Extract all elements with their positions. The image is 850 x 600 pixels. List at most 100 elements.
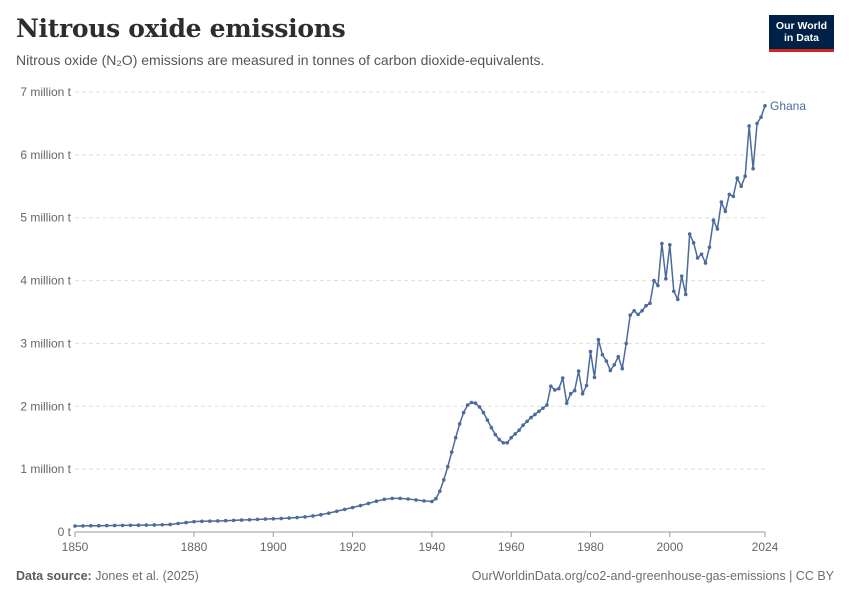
data-point[interactable]	[576, 369, 581, 373]
data-point[interactable]	[580, 391, 585, 396]
data-point[interactable]	[636, 312, 640, 317]
data-point[interactable]	[144, 523, 149, 527]
data-point[interactable]	[279, 516, 284, 521]
data-point[interactable]	[735, 176, 740, 180]
data-point[interactable]	[303, 515, 307, 519]
data-point[interactable]	[152, 523, 157, 527]
data-source-text[interactable]: Jones et al. (2025)	[95, 569, 199, 583]
data-point[interactable]	[398, 496, 402, 501]
data-point[interactable]	[112, 523, 117, 528]
data-point[interactable]	[89, 523, 93, 528]
data-point[interactable]	[664, 276, 668, 281]
data-point[interactable]	[549, 384, 553, 388]
data-point[interactable]	[263, 517, 268, 521]
data-point[interactable]	[739, 184, 744, 189]
data-point[interactable]	[620, 366, 625, 371]
data-point[interactable]	[660, 241, 664, 246]
data-point[interactable]	[612, 363, 617, 367]
data-point[interactable]	[319, 512, 323, 517]
data-point[interactable]	[192, 519, 196, 524]
data-point[interactable]	[533, 412, 537, 417]
data-point[interactable]	[755, 121, 759, 126]
data-point[interactable]	[699, 252, 704, 256]
data-point[interactable]	[731, 194, 736, 199]
data-point[interactable]	[406, 497, 410, 501]
data-point[interactable]	[255, 517, 260, 522]
data-point[interactable]	[572, 388, 577, 393]
data-point[interactable]	[648, 301, 652, 306]
data-point[interactable]	[525, 419, 529, 424]
data-point[interactable]	[414, 498, 418, 502]
data-point[interactable]	[656, 283, 660, 288]
data-point[interactable]	[556, 386, 561, 391]
data-point[interactable]	[200, 519, 204, 524]
data-point[interactable]	[271, 517, 276, 521]
source-url-link[interactable]: OurWorldinData.org/co2-and-greenhouse-ga…	[471, 569, 834, 583]
data-point[interactable]	[493, 432, 498, 437]
data-point[interactable]	[509, 435, 514, 440]
data-point[interactable]	[691, 241, 696, 245]
data-point[interactable]	[624, 341, 629, 346]
data-point[interactable]	[517, 428, 521, 432]
data-point[interactable]	[81, 524, 85, 528]
data-point[interactable]	[537, 409, 541, 414]
data-point[interactable]	[628, 313, 632, 317]
data-point[interactable]	[73, 524, 77, 528]
data-point[interactable]	[247, 517, 252, 522]
data-point[interactable]	[96, 523, 101, 528]
data-point[interactable]	[652, 278, 656, 283]
data-point[interactable]	[449, 450, 454, 454]
data-point[interactable]	[616, 354, 621, 359]
data-point[interactable]	[683, 292, 688, 297]
data-point[interactable]	[568, 391, 573, 396]
data-point[interactable]	[501, 440, 506, 445]
data-point[interactable]	[390, 496, 395, 501]
data-point[interactable]	[743, 174, 747, 179]
data-point[interactable]	[497, 437, 502, 442]
data-point[interactable]	[529, 415, 533, 420]
data-point[interactable]	[382, 497, 387, 502]
data-point[interactable]	[485, 418, 490, 422]
data-point[interactable]	[457, 422, 462, 426]
data-point[interactable]	[160, 522, 165, 527]
data-point[interactable]	[208, 519, 212, 523]
data-point[interactable]	[747, 124, 751, 128]
data-point[interactable]	[326, 511, 331, 515]
data-point[interactable]	[342, 507, 347, 512]
data-point[interactable]	[311, 514, 315, 518]
data-point[interactable]	[644, 303, 648, 308]
data-point[interactable]	[223, 518, 228, 523]
data-point[interactable]	[632, 308, 636, 313]
data-point[interactable]	[473, 401, 478, 405]
data-point[interactable]	[715, 227, 720, 231]
data-point[interactable]	[469, 400, 474, 405]
data-point[interactable]	[695, 256, 700, 260]
data-point[interactable]	[176, 521, 180, 526]
data-point[interactable]	[723, 209, 728, 214]
data-point[interactable]	[350, 505, 355, 510]
data-point[interactable]	[120, 523, 125, 528]
owid-logo[interactable]: Our World in Data	[769, 15, 834, 52]
data-point[interactable]	[477, 405, 482, 409]
data-point[interactable]	[675, 297, 680, 302]
data-point[interactable]	[521, 423, 525, 427]
data-point[interactable]	[465, 403, 470, 407]
data-point[interactable]	[671, 289, 676, 294]
data-point[interactable]	[560, 376, 565, 380]
data-point[interactable]	[366, 501, 371, 506]
data-point[interactable]	[584, 383, 589, 388]
data-point[interactable]	[545, 403, 549, 407]
data-point[interactable]	[334, 509, 339, 514]
data-point[interactable]	[592, 375, 597, 380]
data-point[interactable]	[763, 104, 767, 108]
data-point[interactable]	[358, 503, 363, 508]
data-point[interactable]	[513, 432, 517, 436]
data-point[interactable]	[541, 406, 545, 410]
data-point[interactable]	[438, 489, 442, 493]
data-point[interactable]	[461, 410, 466, 415]
data-point[interactable]	[136, 523, 141, 528]
data-point[interactable]	[564, 401, 569, 405]
data-point[interactable]	[430, 499, 434, 504]
data-point[interactable]	[719, 200, 724, 204]
data-point[interactable]	[640, 308, 644, 313]
